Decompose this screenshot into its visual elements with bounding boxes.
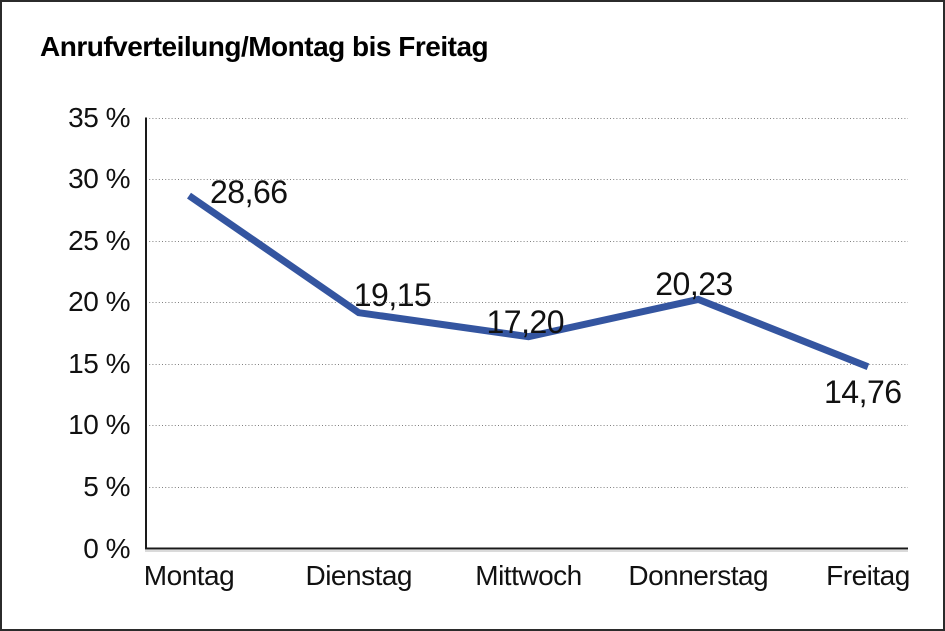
y-axis-tick-label: 5 % (83, 470, 130, 502)
chart-title: Anrufverteilung/Montag bis Freitag (40, 31, 489, 62)
y-axis-tick-label: 25 % (68, 224, 130, 256)
data-point-label: 20,23 (655, 266, 733, 303)
data-point-label: 28,66 (210, 173, 288, 210)
series (187, 192, 870, 370)
y-axis-tick-label: 15 % (68, 347, 130, 379)
x-axis-label: Dienstag (305, 560, 412, 591)
x-axis-label: Freitag (826, 560, 910, 591)
y-axis-tick-label: 10 % (68, 409, 130, 441)
x-axis-label: Mittwoch (475, 560, 582, 591)
y-axis-tick-label: 35 % (68, 101, 130, 133)
x-axis-label: Montag (143, 560, 235, 591)
x-axis-label: Donnerstag (628, 560, 769, 591)
axes (145, 117, 908, 552)
y-axis-tick-label: 20 % (68, 286, 130, 318)
call-distribution-line (187, 192, 870, 370)
data-point-label: 19,15 (353, 276, 432, 313)
gridlines (146, 118, 908, 488)
y-axis-tick-label: 0 % (83, 532, 130, 564)
data-point-label: 17,20 (486, 303, 565, 340)
data-point-label: 14,76 (824, 373, 902, 410)
y-axis-tick-label: 30 % (68, 163, 130, 195)
